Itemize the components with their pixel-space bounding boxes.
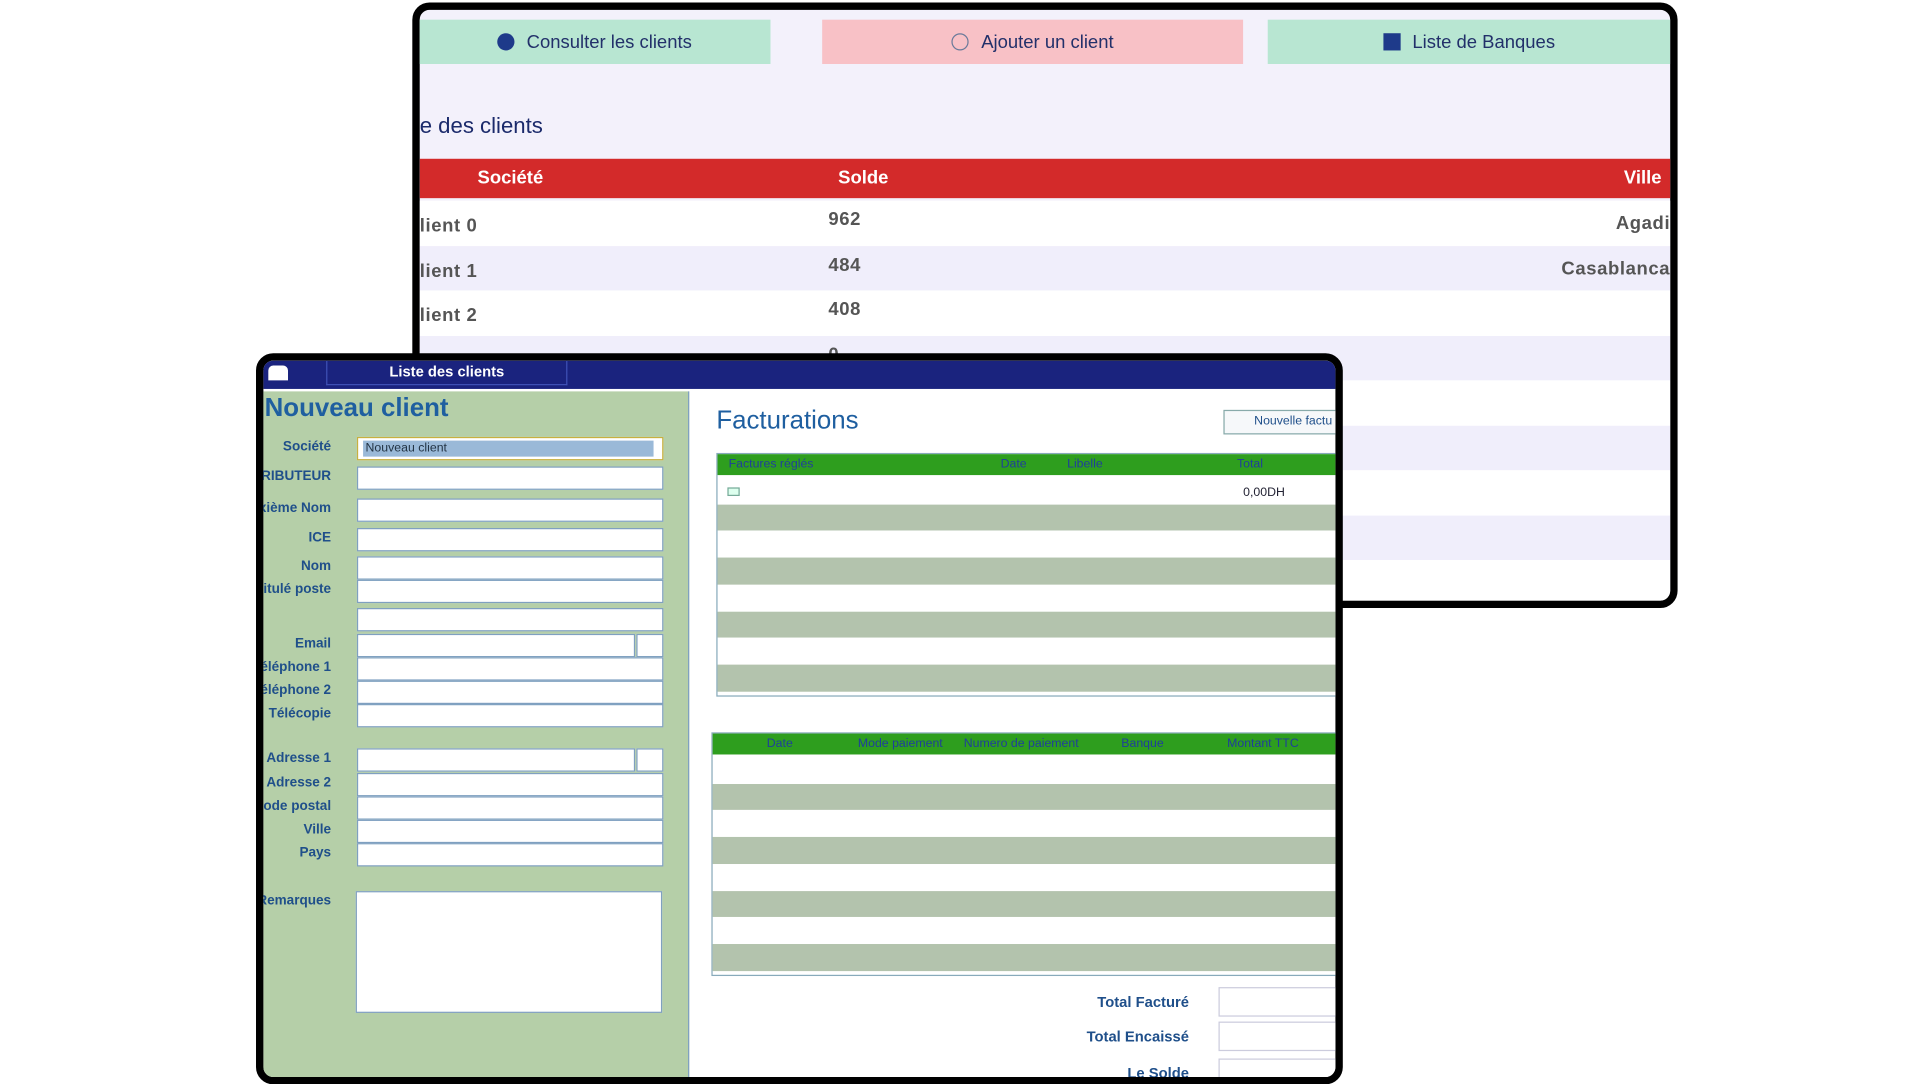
text-input[interactable] [356,796,664,820]
nav-icon [1382,33,1401,51]
form-title: Nouveau client [264,393,449,423]
text-input[interactable] [356,772,664,797]
field-label: Télécopie [268,706,332,722]
header-cell: Total [1236,457,1263,472]
nav-button[interactable]: Liste de Banques [1267,19,1671,65]
grid-row [712,783,1336,811]
text-input[interactable] [356,466,664,490]
text-input[interactable] [356,528,664,552]
header-cell: Société [477,167,544,189]
table-cell: 408 [828,299,861,321]
field-label: Intitulé poste [258,582,332,597]
field-label: Remarques [257,893,332,909]
header-cell: Solde [838,167,889,189]
header-cell: Mode paiement [857,737,943,751]
textarea[interactable] [355,891,663,1013]
field-label: Adresse 1 [266,750,332,766]
text-input[interactable] [356,556,664,580]
nav-label: Consulter les clients [526,31,692,53]
grid-row [717,557,1336,585]
grid-row [712,943,1336,971]
text-input[interactable] [356,704,664,728]
billing-title: Facturations [716,406,859,435]
row-icon [727,487,740,497]
text-input[interactable] [356,657,664,681]
header-cell: Date [766,737,793,751]
text-input[interactable] [356,680,664,705]
table-cell: 484 [828,254,861,276]
input-value: Nouveau client [363,440,654,457]
table-cell: lient 2 [419,305,478,327]
extra-input[interactable] [356,608,664,632]
invoices-header [717,454,1336,476]
grid-row [717,611,1336,638]
header-cell: Date [1000,457,1027,472]
field-label: Email [294,636,332,652]
field-label: Code postal [256,798,332,814]
grid-row [717,664,1336,692]
table-header [419,158,1671,199]
field-label: Téléphone 1 [256,659,332,675]
payments-header [712,733,1336,755]
text-input[interactable] [356,498,664,522]
grid-row [712,890,1336,918]
field-label: Pays [299,845,332,861]
field-label: Téléphone 2 [256,683,332,698]
header-cell: Ville [1623,167,1662,189]
text-input[interactable] [356,579,664,604]
total-field [1218,987,1336,1017]
table-row [419,290,1671,336]
new-invoice-button[interactable]: Nouvelle factu [1223,409,1336,435]
total-label: Total Facturé [1097,993,1189,1011]
nav-label: Liste de Banques [1412,31,1556,53]
nav-label: Ajouter un client [981,31,1114,53]
input-button[interactable] [636,633,664,658]
total-label: Total Encaissé [1086,1027,1189,1045]
field-label: STRIBUTEUR [261,468,332,484]
text-input[interactable] [356,633,636,658]
nav-button[interactable]: Consulter les clients [419,19,771,65]
table-cell: Agadi [1615,212,1671,234]
total-field [1218,1021,1336,1052]
field-label: ICE [308,530,332,546]
header-cell: Banque [1121,737,1164,751]
table-cell: lient 0 [419,215,478,237]
table-row [419,200,1671,246]
header-cell: Montant TTC [1227,737,1299,751]
total-label: Le Solde [1127,1064,1189,1082]
nav-button[interactable]: Ajouter un client [822,19,1244,65]
nav-icon [951,33,969,51]
table-cell: 962 [828,209,861,231]
header-cell: Libelle [1067,457,1103,472]
field-label: Nom [300,558,332,574]
table-cell: lient 1 [419,260,478,282]
field-label: Ville [303,822,332,837]
logo [268,365,289,381]
input-button[interactable] [636,748,664,772]
text-input[interactable] [356,819,664,844]
text-input[interactable] [356,748,636,772]
table-cell: Casablanca [1561,257,1671,279]
field-label: Adresse 2 [266,775,332,791]
header-cell: Factures réglés [728,457,814,472]
grid-row [717,504,1336,531]
nav-icon [497,33,515,51]
header-cell: Numero de paiement [963,737,1079,751]
field-label: euxième Nom [258,500,332,516]
text-input[interactable] [356,843,664,867]
text-input[interactable]: Nouveau client [356,436,664,461]
total-field [1218,1058,1336,1077]
tab[interactable]: Liste des clients [326,360,568,386]
table-row [419,245,1671,291]
field-label: Société [282,439,332,455]
invoice-total: 0,00DH [1243,486,1285,500]
section-title: e des clients [419,113,543,138]
new-client-window: Liste des clients Nouveau client Société No… [256,353,1343,1084]
grid-row [712,837,1336,864]
